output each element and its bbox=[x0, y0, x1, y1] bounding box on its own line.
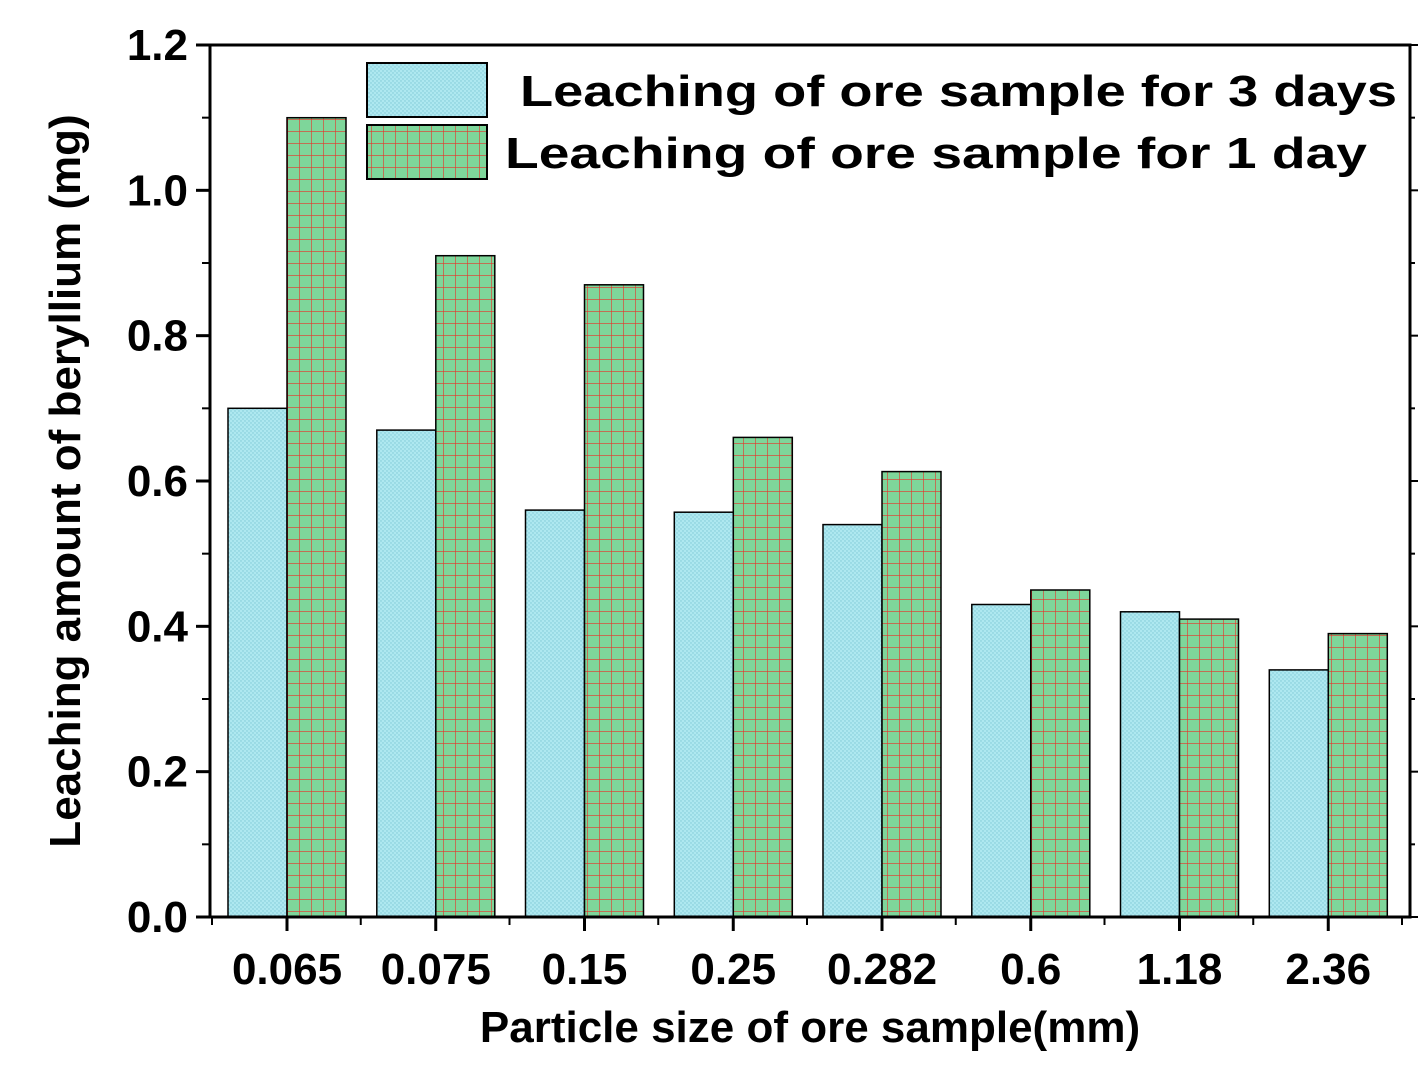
x-axis-title: Particle size of ore sample(mm) bbox=[480, 1003, 1140, 1052]
y-tick-label: 0.4 bbox=[127, 602, 189, 651]
y-axis-title: Leaching amount of beryllium (mg) bbox=[41, 114, 90, 847]
bar-3-days-0.25 bbox=[673, 511, 735, 918]
legend-swatch-1-day bbox=[366, 124, 488, 180]
legend-label-3-days: Leaching of ore sample for 3 days bbox=[520, 67, 1397, 116]
bar-3-days-0.15 bbox=[524, 509, 586, 918]
bar-3-days-1.18 bbox=[1119, 611, 1181, 918]
bar-1-day-0.6 bbox=[1030, 589, 1091, 918]
legend: Leaching of ore sample for 3 days Leachi… bbox=[366, 62, 1397, 180]
bar-1-day-0.065 bbox=[286, 116, 347, 918]
bar-1-day-1.18 bbox=[1178, 618, 1240, 918]
bar-1-day-2.36 bbox=[1327, 632, 1389, 918]
y-tick-label: 0.8 bbox=[127, 312, 188, 361]
y-tick-label: 1.0 bbox=[127, 166, 188, 215]
bar-3-days-0.282 bbox=[822, 523, 883, 918]
x-tick-label: 0.065 bbox=[232, 945, 342, 994]
y-tick-label: 0.2 bbox=[127, 748, 188, 797]
y-axis: 0.0 0.2 0.4 0.6 0.8 1.0 1.2 bbox=[127, 21, 1418, 942]
bar-3-days-0.065 bbox=[227, 407, 288, 918]
x-tick-label: 0.15 bbox=[542, 945, 628, 994]
legend-label-1-day: Leaching of ore sample for 1 day bbox=[505, 129, 1368, 178]
x-tick-label: 0.6 bbox=[1000, 945, 1061, 994]
x-tick-label: 2.36 bbox=[1285, 945, 1371, 994]
bar-1-day-0.282 bbox=[881, 470, 942, 918]
y-tick-label: 1.2 bbox=[127, 21, 188, 70]
y-tick-label: 0.0 bbox=[127, 893, 188, 942]
bar-1-day-0.075 bbox=[435, 254, 496, 918]
bar-3-days-2.36 bbox=[1268, 669, 1330, 918]
legend-swatch-3-days bbox=[366, 62, 488, 118]
x-axis: 0.065 0.075 0.15 0.25 0.282 0.6 1.18 2.36 bbox=[211, 917, 1403, 994]
bars-group bbox=[227, 116, 1389, 918]
bar-3-days-0.6 bbox=[971, 603, 1032, 918]
bar-1-day-0.25 bbox=[732, 436, 794, 918]
x-tick-label: 1.18 bbox=[1137, 945, 1223, 994]
bar-3-days-0.075 bbox=[376, 429, 437, 918]
x-tick-label: 0.282 bbox=[827, 945, 937, 994]
x-tick-label: 0.075 bbox=[381, 945, 491, 994]
bar-1-day-0.15 bbox=[583, 284, 645, 918]
y-tick-label: 0.6 bbox=[127, 457, 188, 506]
x-tick-label: 0.25 bbox=[690, 945, 776, 994]
